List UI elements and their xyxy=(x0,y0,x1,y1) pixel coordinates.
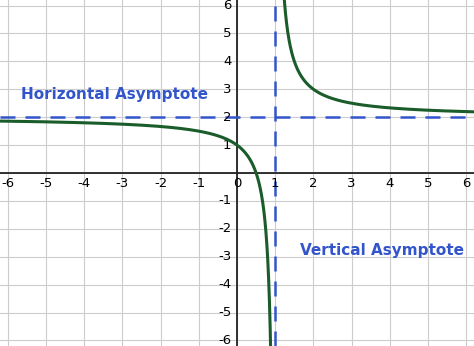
Text: Horizontal Asymptote: Horizontal Asymptote xyxy=(21,87,208,102)
Text: 3: 3 xyxy=(347,177,356,190)
Text: -2: -2 xyxy=(154,177,167,190)
Text: 3: 3 xyxy=(223,83,231,96)
Text: -5: -5 xyxy=(39,177,53,190)
Text: 6: 6 xyxy=(223,0,231,12)
Text: 0: 0 xyxy=(233,177,241,190)
Text: -5: -5 xyxy=(218,306,231,319)
Text: -3: -3 xyxy=(218,250,231,263)
Text: 4: 4 xyxy=(223,55,231,68)
Text: -1: -1 xyxy=(218,194,231,207)
Text: -4: -4 xyxy=(218,278,231,291)
Text: 2: 2 xyxy=(309,177,318,190)
Text: -6: -6 xyxy=(1,177,14,190)
Text: -3: -3 xyxy=(116,177,129,190)
Text: 5: 5 xyxy=(223,27,231,40)
Text: 4: 4 xyxy=(386,177,394,190)
Text: -6: -6 xyxy=(218,334,231,346)
Text: 1: 1 xyxy=(223,139,231,152)
Text: 2: 2 xyxy=(223,111,231,124)
Text: 6: 6 xyxy=(462,177,471,190)
Text: 5: 5 xyxy=(424,177,432,190)
Text: Vertical Asymptote: Vertical Asymptote xyxy=(300,243,464,258)
Text: 1: 1 xyxy=(271,177,280,190)
Text: -4: -4 xyxy=(78,177,91,190)
Text: -1: -1 xyxy=(192,177,205,190)
Text: -2: -2 xyxy=(218,222,231,235)
